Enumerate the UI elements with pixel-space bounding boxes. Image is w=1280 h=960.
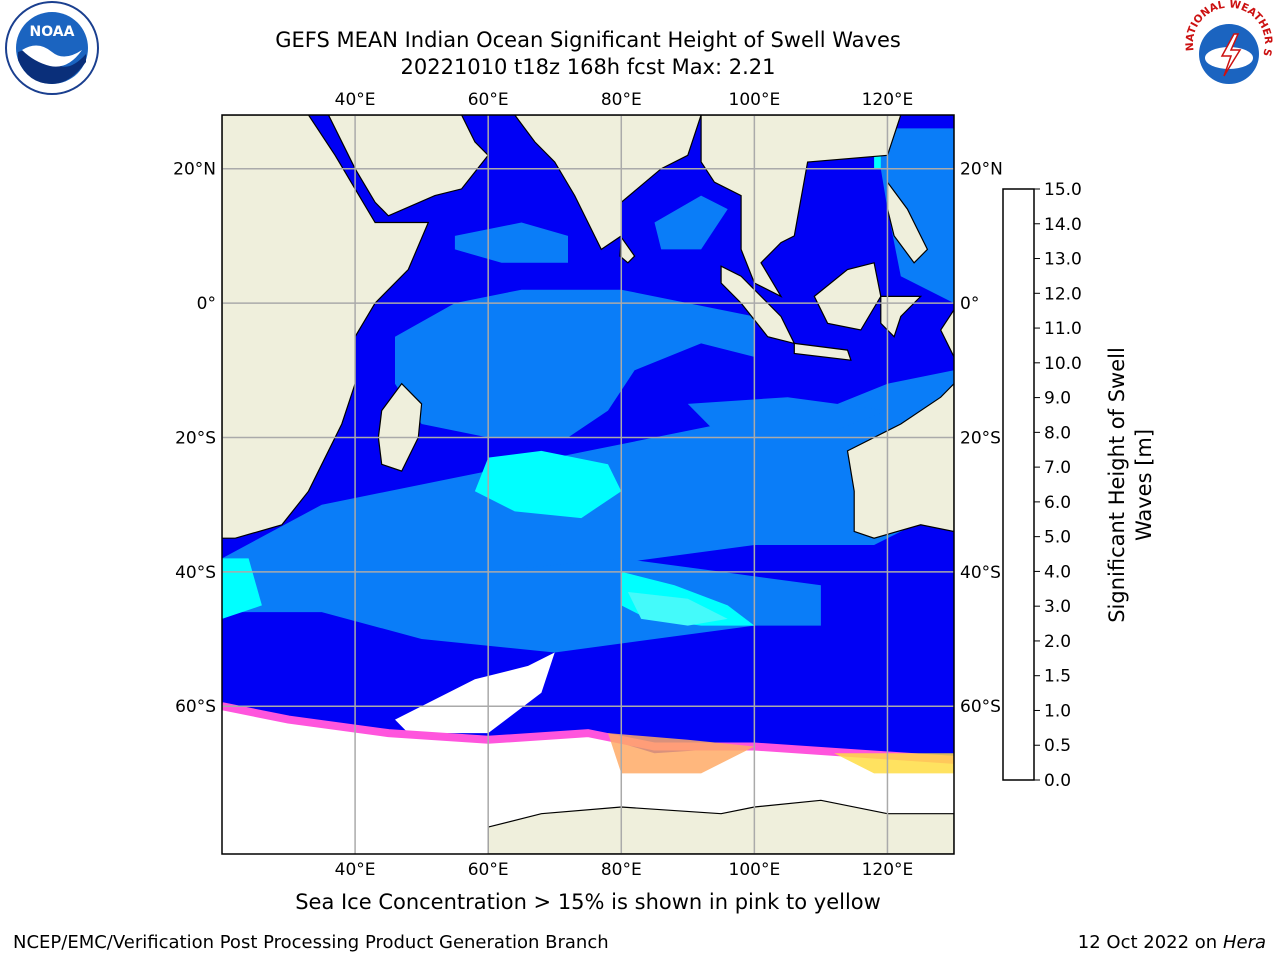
colorbar-tick-label: 4.0: [1044, 562, 1071, 582]
lat-tick-label-right: 20°S: [960, 428, 1001, 448]
chart-subtitle: 20221010 t18z 168h fcst Max: 2.21: [400, 55, 776, 79]
new-guinea-land: [940, 308, 954, 358]
colorbar-tick-label: 7.0: [1044, 458, 1071, 478]
colorbar-label: Significant Height of Swell Waves [m]: [1105, 347, 1156, 623]
noaa-logo-text: NOAA: [30, 24, 75, 40]
lon-tick-label-bottom: 80°E: [601, 860, 642, 880]
swell-mid-region: [687, 397, 888, 438]
chart-title: GEFS MEAN Indian Ocean Significant Heigh…: [275, 28, 901, 52]
lat-tick-label-left: 20°S: [175, 428, 216, 448]
lat-tick-label-right: 0°: [960, 294, 979, 314]
machine-name: Hera: [1222, 932, 1266, 953]
colorbar-tick-label: 15.0: [1044, 180, 1082, 200]
lon-tick-label-top: 100°E: [729, 90, 781, 110]
sea-ice-orange-patch: [608, 733, 755, 774]
lat-tick-label-left: 20°N: [173, 160, 216, 180]
colorbar-tick-label: 3.0: [1044, 597, 1071, 617]
lat-tick-label-right: 40°S: [960, 563, 1001, 583]
sea-ice-yellow-patch: [834, 753, 954, 774]
colorbar-tick-label: 6.0: [1044, 493, 1071, 513]
colorbar-tick-label: 9.0: [1044, 389, 1071, 409]
sumatra-land: [720, 265, 796, 345]
map-area: [222, 115, 954, 854]
colorbar-tick-label: 5.0: [1044, 528, 1071, 548]
lon-tick-label-bottom: 120°E: [862, 860, 914, 880]
colorbar-tick-label: 0.5: [1044, 736, 1071, 756]
swell-mid-region: [395, 289, 755, 438]
sri-lanka-land: [619, 235, 636, 264]
colorbar-tick-label: 14.0: [1044, 215, 1082, 235]
swell-high-region: [474, 450, 622, 519]
sea-ice-note: Sea Ice Concentration > 15% is shown in …: [295, 890, 881, 914]
lon-tick-label-bottom: 100°E: [729, 860, 781, 880]
sea-ice-tongue: [395, 652, 555, 734]
map-frame: [221, 114, 955, 855]
swell-mid-region: [654, 195, 728, 250]
sea-ice-edge-pink: [222, 702, 954, 764]
lon-tick-label-bottom: 60°E: [468, 860, 509, 880]
lat-tick-label-right: 60°S: [960, 697, 1001, 717]
lon-tick-label-top: 60°E: [468, 90, 509, 110]
colorbar-tick-label: 1.5: [1044, 667, 1071, 687]
credit-text: NCEP/EMC/Verification Post Processing Pr…: [13, 932, 609, 953]
sulawesi-land: [880, 295, 923, 338]
nws-logo: NATIONAL WEATHER SERVICE: [1176, 0, 1275, 98]
swell-high-region: [222, 558, 262, 619]
colorbar-tick-label: 0.0: [1044, 771, 1071, 791]
colorbar-tick-label: 2.0: [1044, 632, 1071, 652]
lat-tick-label-left: 0°: [197, 294, 216, 314]
colorbar-tick-label: 12.0: [1044, 284, 1082, 304]
date-text: 12 Oct 2022 on Hera: [1078, 932, 1266, 953]
lat-tick-label-left: 40°S: [175, 563, 216, 583]
arabia-land: [327, 115, 490, 217]
java-land: [793, 342, 852, 361]
colorbar-tick-label: 11.0: [1044, 319, 1082, 339]
lon-tick-label-top: 120°E: [862, 90, 914, 110]
date-label: 12 Oct 2022 on: [1077, 932, 1223, 953]
antarctica-land: [487, 799, 954, 854]
australia-land: [846, 382, 954, 539]
swell-mid-region: [874, 128, 954, 304]
swell-mid-region: [222, 558, 821, 653]
lon-tick-label-top: 40°E: [335, 90, 376, 110]
noaa-logo: NOAA: [5, 1, 99, 95]
swell-max-region: [627, 592, 728, 626]
swell-mid-region: [454, 222, 568, 263]
colorbar-frame: [1002, 188, 1035, 781]
lon-tick-label-bottom: 40°E: [335, 860, 376, 880]
madagascar-land: [377, 382, 423, 472]
colorbar-tick-label: 1.0: [1044, 701, 1071, 721]
lat-tick-label-right: 20°N: [960, 160, 1003, 180]
swell-high-region: [874, 155, 881, 169]
colorbar-tick-label: 8.0: [1044, 423, 1071, 443]
colorbar-tick-label: 10.0: [1044, 354, 1082, 374]
lon-tick-label-top: 80°E: [601, 90, 642, 110]
colorbar-tick-label: 13.0: [1044, 250, 1082, 270]
lat-tick-label-left: 60°S: [175, 697, 216, 717]
se-asia-land: [700, 115, 902, 298]
